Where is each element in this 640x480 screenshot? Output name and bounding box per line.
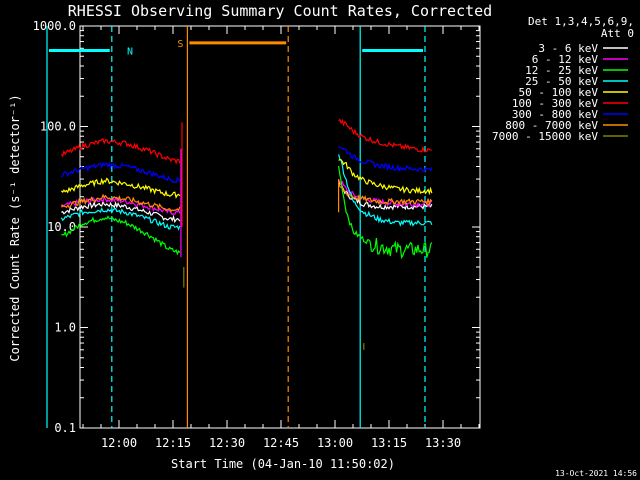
series-3-segment-1 xyxy=(338,154,433,227)
legend-label-0: 3 - 6 keV xyxy=(538,42,598,55)
legend-label-3: 25 - 50 keV xyxy=(525,75,598,88)
series-5-segment-0 xyxy=(60,138,181,165)
legend-label-2: 12 - 25 keV xyxy=(525,64,598,77)
legend-label-7: 800 - 7000 keV xyxy=(505,119,598,132)
x-tick-label-6: 13:30 xyxy=(425,436,461,450)
legend-label-6: 300 - 800 keV xyxy=(512,108,598,121)
series-3-segment-0 xyxy=(60,207,181,231)
series-7-segment-0 xyxy=(60,193,181,213)
y-axis-label: Corrected Count Rate (s⁻¹ detector⁻¹) xyxy=(8,94,22,361)
legend-label-8: 7000 - 15000 keV xyxy=(492,130,598,143)
x-tick-label-4: 13:00 xyxy=(317,436,353,450)
legend-label-5: 100 - 300 keV xyxy=(512,97,598,110)
series-1-segment-1 xyxy=(338,179,433,208)
x-tick-label-5: 13:15 xyxy=(371,436,407,450)
marker-label-1: S xyxy=(177,39,183,50)
y-tick-label-3: 100.0 xyxy=(40,120,76,134)
series-5-segment-1 xyxy=(338,118,432,153)
x-tick-label-0: 12:00 xyxy=(101,436,137,450)
series-4-segment-1 xyxy=(338,159,433,196)
x-axis-label: Start Time (04-Jan-10 11:50:02) xyxy=(171,457,395,471)
legend-label-1: 6 - 12 keV xyxy=(532,53,599,66)
y-tick-label-2: 10.0 xyxy=(47,220,76,234)
series-6-segment-0 xyxy=(61,161,181,184)
plot-area: 0.1 1.0 10.0 100.0 1000.0 12:00 12:15 12:30 12:4… xyxy=(33,19,628,450)
chart-title: RHESSI Observing Summary Count Rates, Co… xyxy=(68,2,492,20)
series-2-segment-1 xyxy=(338,165,433,260)
x-tick-label-2: 12:30 xyxy=(209,436,245,450)
legend-label-4: 50 - 100 keV xyxy=(519,86,599,99)
y-tick-label-0: 0.1 xyxy=(54,421,76,435)
legend-header-line-1: Det 1,3,4,5,6,9, xyxy=(528,15,634,28)
x-tick-label-3: 12:45 xyxy=(263,436,299,450)
series-4-segment-0 xyxy=(60,177,181,199)
timestamp: 13-Oct-2021 14:56 xyxy=(555,469,637,478)
plot-frame xyxy=(79,25,481,429)
legend-header-line-2: Att 0 xyxy=(601,27,634,40)
x-tick-label-1: 12:15 xyxy=(155,436,191,450)
y-tick-label-4: 1000.0 xyxy=(33,19,76,33)
series-0-segment-0 xyxy=(61,199,181,224)
series-7-segment-1 xyxy=(338,182,433,207)
y-tick-label-1: 1.0 xyxy=(54,321,76,335)
series-2-segment-0 xyxy=(61,215,181,256)
series-6-segment-1 xyxy=(338,146,433,174)
marker-label-0: N xyxy=(127,47,133,58)
